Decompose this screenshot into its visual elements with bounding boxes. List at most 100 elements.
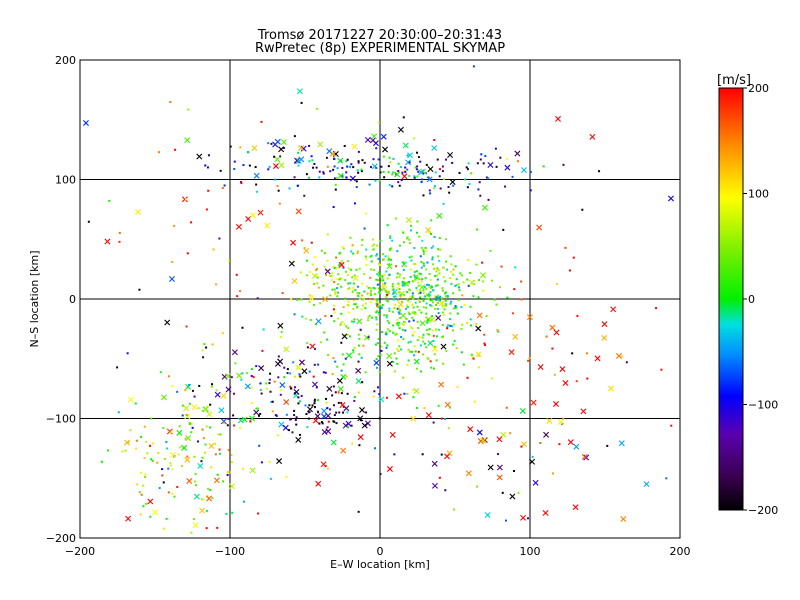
data-point-dot [511, 312, 514, 315]
data-point-dot [380, 165, 383, 168]
data-point-cross [394, 171, 401, 178]
data-point-cross [359, 407, 366, 414]
data-point-dot [385, 291, 388, 294]
data-point-dot [381, 277, 384, 280]
data-point-cross [381, 282, 388, 289]
data-point-dot [444, 489, 447, 492]
data-point-dot [432, 334, 435, 337]
data-point-dot [380, 279, 383, 282]
data-point-dot [606, 444, 609, 447]
data-point-dot [387, 258, 390, 261]
data-point-dot [361, 238, 364, 241]
data-point-dot [333, 165, 336, 168]
data-point-cross [487, 464, 494, 471]
data-point-dot [435, 335, 438, 338]
data-point-dot [333, 404, 336, 407]
data-point-dot [289, 372, 292, 375]
data-point-dot [472, 65, 475, 68]
data-point-dot [413, 311, 416, 314]
data-point-cross [278, 421, 285, 428]
data-point-dot [307, 176, 310, 179]
data-point-cross [340, 447, 347, 454]
data-point-dot [418, 300, 421, 303]
data-point-cross [440, 343, 447, 350]
data-point-dot [491, 279, 494, 282]
data-point-cross [567, 439, 574, 446]
data-point-dot [487, 177, 490, 180]
data-point-dot [412, 396, 415, 399]
data-point-cross [436, 212, 443, 219]
data-point-dot [267, 168, 270, 171]
data-point-dot [214, 442, 217, 445]
data-point-dot [435, 284, 438, 287]
data-point-dot [438, 175, 441, 178]
data-point-dot [354, 303, 357, 306]
data-point-cross [339, 402, 346, 408]
data-point-dot [441, 335, 444, 338]
data-point-dot [388, 307, 391, 310]
data-point-dot [337, 317, 340, 320]
data-point-dot [201, 456, 204, 459]
data-point-dot [351, 244, 354, 247]
data-point-dot [471, 355, 474, 358]
data-point-dot [313, 406, 316, 409]
data-point-dot [371, 245, 374, 248]
data-point-cross [288, 260, 295, 267]
data-point-cross [245, 215, 252, 222]
data-point-dot [265, 382, 268, 385]
data-point-dot [227, 259, 230, 262]
data-point-dot [209, 489, 212, 492]
data-point-cross [589, 133, 596, 140]
data-point-dot [433, 138, 436, 141]
data-point-dot [369, 166, 372, 169]
data-point-dot [430, 286, 433, 289]
data-point-dot [341, 353, 344, 356]
data-point-dot [425, 249, 428, 252]
data-point-dot [271, 400, 274, 403]
data-point-dot [392, 310, 395, 313]
data-point-dot [184, 389, 187, 392]
data-point-cross [435, 295, 442, 302]
data-point-dot [466, 278, 469, 281]
data-point-dot [300, 298, 303, 301]
data-point-dot [455, 278, 458, 281]
data-point-cross [530, 399, 537, 406]
data-point-cross [184, 413, 191, 420]
data-point-dot [331, 373, 334, 376]
data-point-dot [218, 237, 221, 240]
data-point-dot [248, 164, 251, 167]
data-point-dot [391, 285, 394, 288]
data-point-dot [171, 384, 174, 387]
data-point-dot [417, 292, 420, 295]
data-point-dot [496, 329, 499, 332]
data-point-dot [352, 286, 355, 289]
data-point-dot [454, 305, 457, 308]
data-point-dot [344, 279, 347, 282]
data-point-dot [402, 261, 405, 264]
data-point-dot [442, 202, 445, 205]
data-point-dot [268, 378, 271, 381]
data-point-dot [395, 357, 398, 360]
data-point-cross [481, 204, 488, 211]
data-point-dot [451, 325, 454, 328]
data-point-dot [460, 327, 463, 330]
data-point-cross [403, 280, 410, 287]
data-point-dot [397, 299, 400, 302]
data-point-dot [174, 148, 177, 151]
data-point-cross [405, 217, 412, 224]
data-point-dot [375, 358, 378, 361]
data-point-cross [419, 320, 426, 327]
data-point-dot [363, 161, 366, 164]
data-point-dot [337, 401, 340, 404]
y-tick-label: −200 [46, 532, 76, 545]
data-point-dot [449, 406, 452, 409]
data-point-dot [194, 480, 197, 483]
data-point-dot [429, 360, 432, 363]
data-point-dot [391, 185, 394, 188]
data-point-cross [413, 388, 420, 394]
data-point-dot [291, 431, 294, 434]
data-point-dot [315, 386, 318, 389]
data-point-cross [480, 437, 487, 444]
data-point-dot [437, 299, 440, 302]
data-point-dot [376, 309, 379, 312]
